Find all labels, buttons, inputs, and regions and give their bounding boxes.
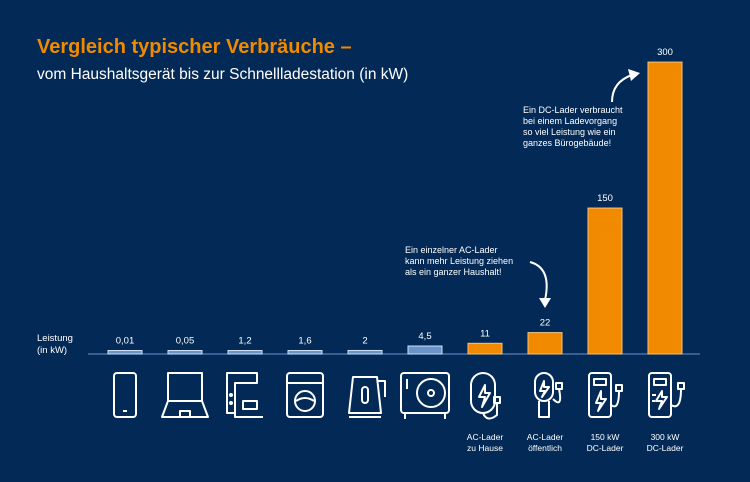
bar [647, 61, 683, 355]
bar [407, 345, 443, 355]
smartphone-icon [113, 372, 137, 418]
data-label: 4,5 [418, 331, 431, 342]
dc-charger-icon [588, 372, 623, 418]
category-label-line: 150 kW [590, 432, 620, 442]
kettle-icon [348, 376, 386, 418]
coffee-machine-icon [226, 372, 263, 418]
annotation-ac: Ein einzelner AC-Lader kann mehr Leistun… [405, 245, 513, 278]
bar [167, 350, 203, 355]
category-label: 300 kW DC-Lader [635, 432, 695, 453]
chart-subtitle: vom Haushaltsgerät bis zur Schnellladest… [37, 66, 409, 83]
bar [527, 332, 563, 355]
data-label: 300 [657, 47, 673, 58]
wallbox-icon [470, 372, 501, 420]
category-label-line: AC-Lader [466, 432, 504, 442]
laptop-icon [161, 372, 209, 418]
bar [347, 349, 383, 355]
category-label: 150 kW DC-Lader [575, 432, 635, 453]
fast-dc-charger-icon [648, 372, 685, 418]
annotation-dc: Ein DC-Lader verbraucht bei einem Ladevo… [523, 105, 623, 149]
data-label: 22 [540, 318, 551, 329]
bar [587, 207, 623, 355]
y-axis-label-line: Leistung [37, 333, 73, 344]
heat-pump-icon [400, 372, 450, 419]
data-label: 2 [362, 335, 367, 346]
bar [287, 350, 323, 355]
data-label: 0,01 [116, 336, 135, 347]
bar [107, 350, 143, 355]
annotation-line: als ein ganzer Haushalt! [405, 267, 502, 277]
annotation-line: Ein DC-Lader verbraucht [523, 105, 623, 115]
bar [227, 350, 263, 355]
annotation-line: ganzes Bürogebäude! [523, 138, 612, 148]
category-label-line: 300 kW [650, 432, 680, 442]
data-label: 0,05 [176, 336, 195, 347]
bar [467, 342, 503, 355]
arrow-head [539, 298, 551, 308]
category-label-line: zu Hause [467, 442, 503, 453]
washing-machine-icon [286, 372, 324, 418]
annotation-line: Ein einzelner AC-Lader [405, 245, 498, 255]
category-label-line: DC-Lader [646, 442, 684, 453]
data-label: 11 [480, 328, 490, 339]
data-label: 150 [597, 193, 613, 204]
annotation-line: so viel Leistung wie ein [523, 127, 616, 137]
arrow-head [628, 69, 640, 81]
y-axis-label-line: (in kW) [37, 345, 68, 356]
category-label: AC-Lader öffentlich [515, 432, 575, 453]
category-label-line: AC-Lader [526, 432, 564, 442]
annotation-arrow [611, 74, 633, 103]
chart-title: Vergleich typischer Verbräuche – [37, 36, 352, 58]
category-label-line: öffentlich [528, 442, 562, 453]
category-label-line: DC-Lader [586, 442, 624, 453]
data-label: 1,2 [238, 336, 251, 347]
public-charger-icon [534, 372, 563, 418]
annotation-line: kann mehr Leistung ziehen [405, 256, 514, 266]
data-label: 1,6 [298, 336, 311, 347]
annotation-arrow [529, 261, 548, 301]
annotation-line: bei einem Ladevorgang [523, 116, 618, 126]
y-axis-label: Leistung (in kW) [37, 333, 97, 357]
category-label: AC-Lader zu Hause [455, 432, 515, 453]
